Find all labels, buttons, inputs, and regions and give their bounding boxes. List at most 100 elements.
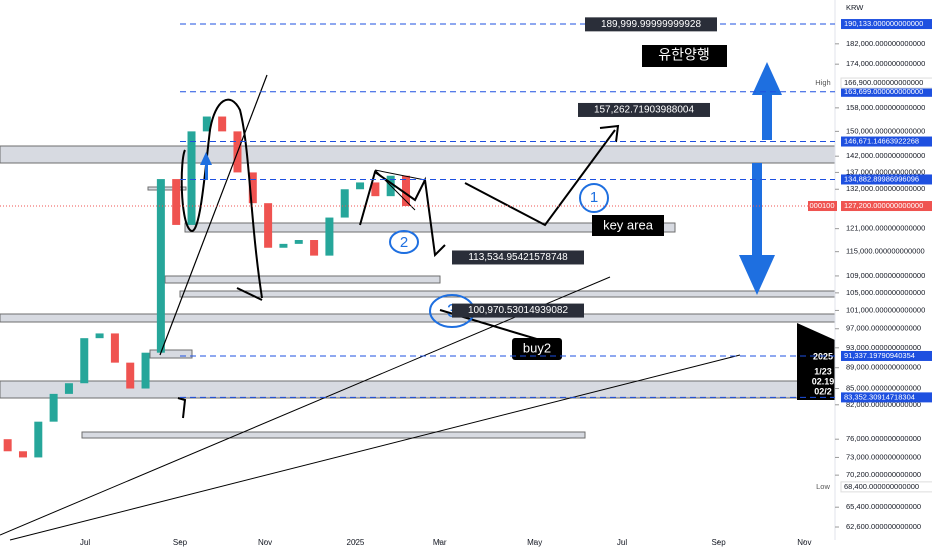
date-label: 1/23 <box>814 366 832 376</box>
low-name: Low <box>816 482 830 491</box>
drawn-path <box>359 170 446 258</box>
candle-body <box>202 116 211 132</box>
symbol-box <box>808 201 837 212</box>
low-box <box>840 481 932 493</box>
blue-arrows <box>200 62 782 295</box>
circle <box>389 230 419 254</box>
candle-body <box>156 179 165 353</box>
candle-body <box>264 203 273 248</box>
circles <box>389 183 609 328</box>
measure-label: 113,534.95421578748 <box>468 252 568 263</box>
wave-label: 1 <box>590 189 598 206</box>
y-tick-label: 142,000.000000000000 <box>846 151 925 160</box>
candle-body <box>49 393 58 422</box>
candle-body <box>64 383 73 394</box>
candle-body <box>371 182 380 197</box>
drawn-curve <box>180 98 263 299</box>
arrow-up <box>752 62 782 140</box>
x-tick-label: 2025 <box>347 538 365 547</box>
candle-body <box>141 352 150 389</box>
x-tick-label: Nov <box>258 538 272 547</box>
zone <box>147 186 187 191</box>
x-tick-label: Sep <box>173 538 188 547</box>
price-label-box <box>841 86 932 97</box>
candle-body <box>356 182 365 190</box>
title-box <box>642 45 727 67</box>
zone <box>149 349 193 359</box>
candle-body <box>126 362 135 389</box>
candle-body <box>248 172 257 204</box>
y-tick-label: 150,000.000000000000 <box>846 126 925 135</box>
x-tick-label: May <box>527 538 542 547</box>
symbol: 000100 <box>809 201 834 210</box>
price-label: 83,352.30914718304 <box>844 392 915 401</box>
x-tick-label: Jul <box>617 538 627 547</box>
measure-box <box>452 303 584 318</box>
y-tick-label: 115,000.000000000000 <box>846 247 925 256</box>
y-tick-label: 70,200.000000000000 <box>846 470 921 479</box>
drawn-path <box>177 397 187 419</box>
candle-body <box>294 240 303 244</box>
trend-line <box>0 276 611 536</box>
candle-body <box>110 333 119 363</box>
buy-box <box>512 338 562 360</box>
wave-label: 2 <box>400 234 408 251</box>
measure-box <box>585 17 717 32</box>
y-tick-label: 132,000.000000000000 <box>846 184 925 193</box>
last-box <box>841 201 932 212</box>
high-label: 166,900.000000000000 <box>844 78 923 87</box>
trend-line <box>9 354 741 541</box>
price-label: 190,133.000000000000 <box>844 19 923 28</box>
price-label-box <box>841 350 932 361</box>
date-label: 02.19 <box>812 376 835 386</box>
y-tick-label: 101,000.000000000000 <box>846 305 925 314</box>
high-box <box>840 77 932 89</box>
zone <box>0 380 836 399</box>
candle-body <box>325 217 334 256</box>
y-tick-label: 97,000.000000000000 <box>846 324 921 333</box>
price-label-box <box>841 392 932 403</box>
y-tick-label: 182,000.000000000000 <box>846 39 925 48</box>
measure-label: 157,262.71903988004 <box>594 105 695 116</box>
x-tick-label: Nov <box>797 538 811 547</box>
measure-box <box>452 250 584 265</box>
candle-body <box>172 179 181 225</box>
x-tick-label: Mar <box>433 538 447 547</box>
price-label-box <box>841 136 932 147</box>
circle <box>579 183 609 213</box>
y-tick-label: 105,000.000000000000 <box>846 288 925 297</box>
last-label: 127,200.000000000000 <box>844 201 923 210</box>
trend-line <box>159 74 268 356</box>
currency: KRW <box>846 3 864 12</box>
zone <box>0 313 836 323</box>
candle-body <box>95 333 104 339</box>
measure-box <box>578 102 710 117</box>
zone <box>179 290 836 298</box>
y-tick-label: 89,000.000000000000 <box>846 363 921 372</box>
candle-body <box>310 240 319 256</box>
price-label: 91,337.19790940354 <box>844 351 915 360</box>
measure-label: 189,999.99999999928 <box>601 19 702 30</box>
title: 유한양행 <box>658 47 710 63</box>
high-name: High <box>815 78 830 87</box>
date-label: 02/2 <box>814 386 832 396</box>
y-tick-label: 121,000.000000000000 <box>846 224 925 233</box>
x-tick-label: Sep <box>711 538 726 547</box>
candle-body <box>402 175 411 207</box>
candle-body <box>187 131 196 225</box>
date-box <box>797 323 835 400</box>
price-label: 134,882.89986996096 <box>844 174 919 183</box>
y-tick-label: 85,000.000000000000 <box>846 384 921 393</box>
drawn-path <box>464 124 620 227</box>
y-tick-label: 158,000.000000000000 <box>846 103 925 112</box>
low-label: 68,400.000000000000 <box>844 482 919 491</box>
key-area: key area <box>603 217 654 232</box>
candle-body <box>279 243 288 248</box>
y-tick-label: 109,000.000000000000 <box>846 271 925 280</box>
key-area-box <box>592 215 664 236</box>
candle-body <box>34 421 43 458</box>
zone <box>0 145 836 164</box>
price-label: 146,671.14663922268 <box>844 137 919 146</box>
y-tick-label: 174,000.000000000000 <box>846 59 925 68</box>
